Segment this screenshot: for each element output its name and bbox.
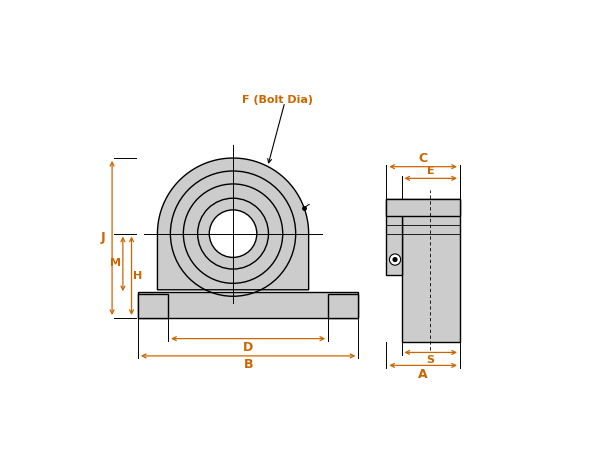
Bar	[138, 292, 358, 318]
Bar	[138, 294, 168, 318]
Bar	[386, 199, 460, 216]
Text: E: E	[427, 166, 434, 176]
Bar	[386, 199, 401, 274]
Circle shape	[389, 254, 401, 265]
Text: J: J	[100, 231, 105, 244]
Text: D: D	[243, 341, 253, 354]
Text: A: A	[418, 369, 428, 382]
Polygon shape	[157, 158, 308, 290]
Bar	[328, 294, 358, 318]
Text: C: C	[419, 153, 428, 166]
Circle shape	[209, 210, 257, 257]
Text: F (Bolt Dia): F (Bolt Dia)	[242, 94, 313, 105]
Text: S: S	[427, 355, 434, 365]
Bar	[401, 199, 460, 342]
Text: B: B	[244, 358, 253, 371]
Text: H: H	[133, 271, 143, 281]
Text: M: M	[110, 258, 121, 268]
Circle shape	[392, 257, 398, 262]
